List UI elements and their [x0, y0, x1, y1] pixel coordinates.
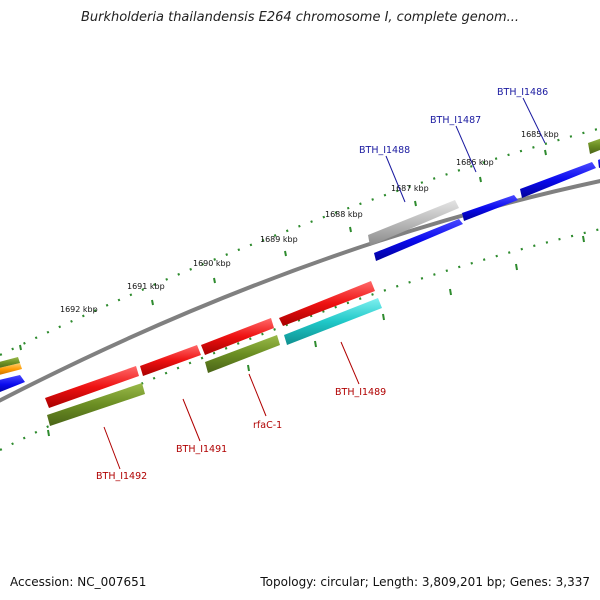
outer-major-ticks — [19, 149, 547, 351]
kbp-label: 1685 kbp — [521, 130, 559, 139]
inner-major-ticks — [47, 235, 585, 437]
gene-label[interactable]: rfaC-1 — [253, 420, 282, 431]
kbp-label: 1688 kbp — [325, 210, 363, 219]
gene-arrow-blue[interactable] — [462, 195, 518, 221]
kbp-label: 1687 kbp — [391, 184, 429, 193]
gene-arrow-red[interactable] — [140, 345, 201, 376]
gene-arrow-blue[interactable] — [520, 162, 596, 198]
gene-arrow-gray[interactable] — [368, 200, 459, 246]
top-leader-lines — [385, 97, 546, 203]
gene-arrow-red[interactable] — [45, 366, 139, 408]
kbp-label: 1691 kbp — [127, 282, 165, 291]
gene-arrow-olive[interactable] — [0, 357, 20, 369]
gene-arrow-olive[interactable] — [47, 383, 145, 426]
gene-label[interactable]: BTH_I1486 — [497, 87, 548, 98]
gene-arrow-orange[interactable] — [0, 363, 22, 376]
kbp-label: 1689 kbp — [260, 235, 298, 244]
gene-arrow-red[interactable] — [279, 281, 375, 326]
gene-label[interactable]: BTH_I1491 — [176, 444, 227, 455]
gene-arrow-blue[interactable] — [0, 375, 25, 394]
gene-arrow-olive[interactable] — [205, 335, 280, 373]
gene-arrow-blue[interactable] — [374, 219, 463, 261]
kbp-label: 1692 kbp — [60, 305, 98, 314]
gene-label[interactable]: BTH_I1489 — [335, 387, 386, 398]
gene-label[interactable]: BTH_I1492 — [96, 471, 147, 482]
kbp-label: 1686 kbp — [456, 158, 494, 167]
accession-text: Accession: NC_007651 — [10, 575, 147, 589]
gene-arrow-red[interactable] — [201, 318, 274, 355]
gene-arrow-cyan[interactable] — [284, 298, 382, 345]
bottom-leader-lines — [103, 341, 360, 470]
gene-label[interactable]: BTH_I1487 — [430, 115, 481, 126]
topology-text: Topology: circular; Length: 3,809,201 bp… — [260, 575, 590, 589]
map-title: Burkholderia thailandensis E264 chromoso… — [80, 10, 520, 25]
gene-arrow-olive[interactable] — [588, 137, 600, 154]
gene-label[interactable]: BTH_I1488 — [359, 145, 410, 156]
kbp-label: 1690 kbp — [193, 259, 231, 268]
chromosome-backbone — [0, 179, 600, 403]
